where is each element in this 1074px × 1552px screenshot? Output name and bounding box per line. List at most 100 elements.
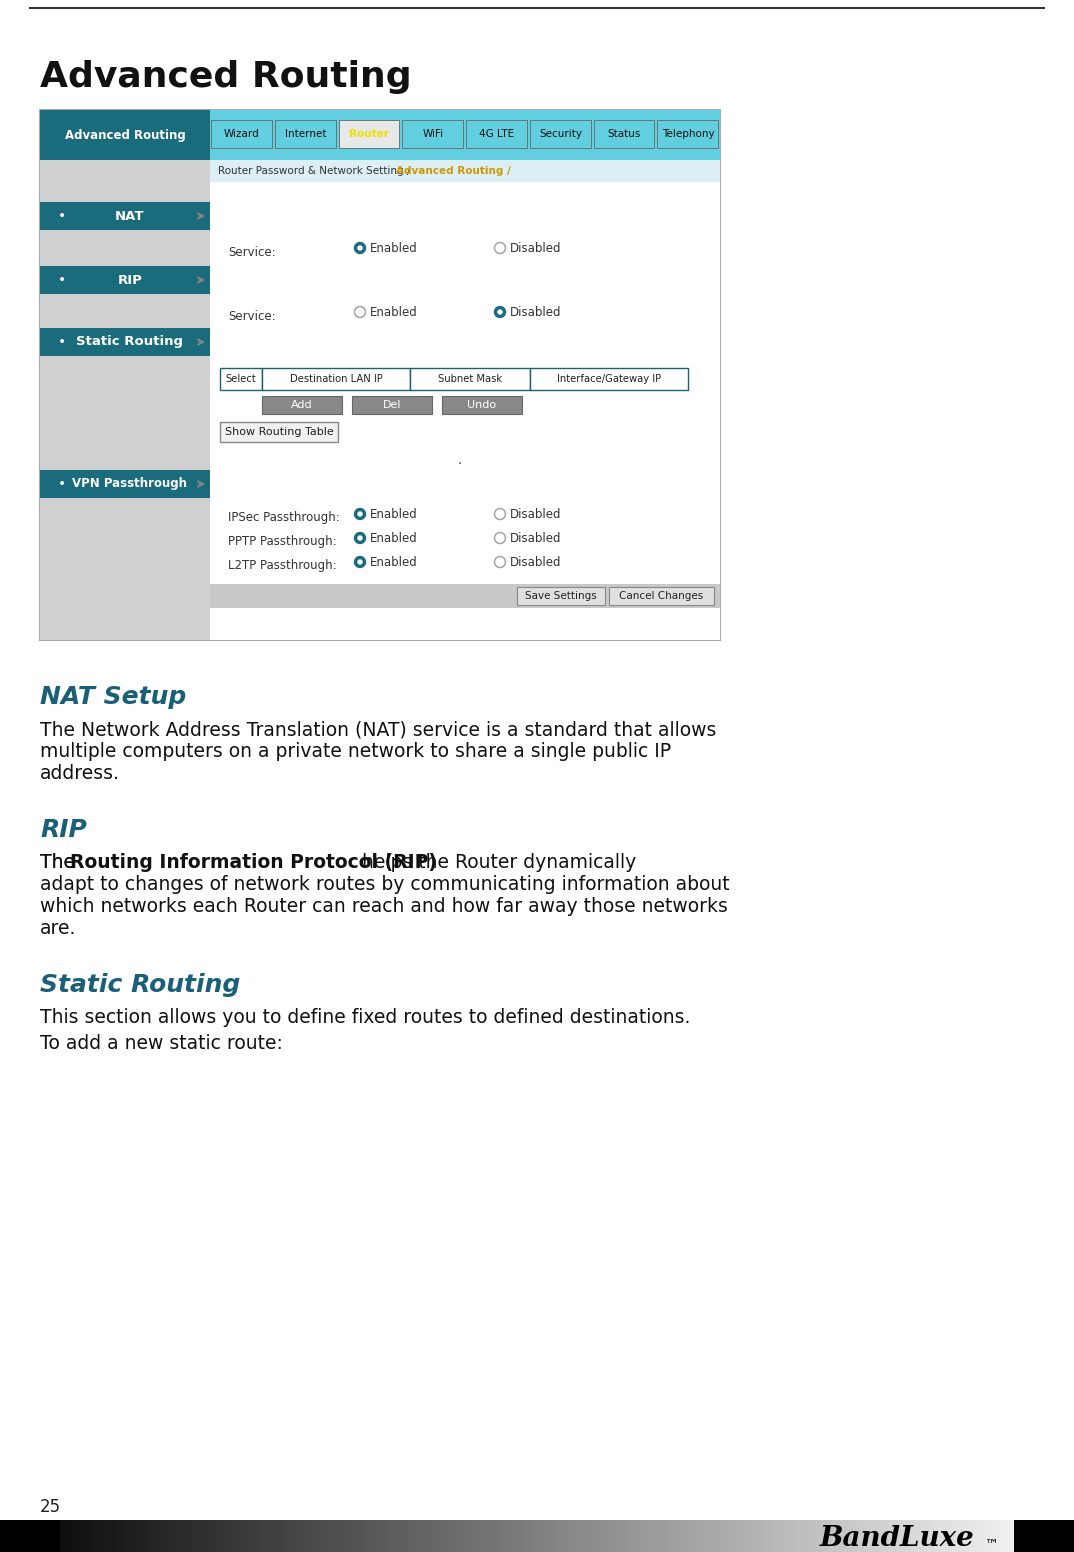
Bar [351, 1519, 355, 1552]
Bar [54, 1519, 58, 1552]
Bar [873, 1519, 879, 1552]
Bar [290, 1519, 294, 1552]
Bar [988, 1519, 992, 1552]
Bar [723, 1519, 728, 1552]
Bar [107, 1519, 112, 1552]
Bar [204, 1519, 208, 1552]
Bar [32, 1519, 37, 1552]
Bar [410, 368, 529, 390]
Bar [240, 1519, 245, 1552]
Bar [970, 1519, 975, 1552]
Text: The ​Routing Information Protocol (RIP): The ​Routing Information Protocol (RIP) [40, 854, 452, 872]
Circle shape [354, 242, 365, 253]
Bar [770, 1519, 774, 1552]
Text: Disabled: Disabled [510, 306, 562, 318]
Bar [934, 1519, 939, 1552]
Text: Subnet Mask: Subnet Mask [438, 374, 502, 383]
Bar [416, 1519, 420, 1552]
Circle shape [354, 509, 365, 520]
Bar [612, 1519, 616, 1552]
Bar [279, 1519, 284, 1552]
Bar [1045, 1519, 1050, 1552]
Text: This section allows you to define fixed routes to defined destinations.: This section allows you to define fixed … [40, 1007, 691, 1027]
Bar [605, 1519, 610, 1552]
Bar [362, 1519, 366, 1552]
Bar [211, 182, 720, 639]
Bar [712, 1519, 717, 1552]
Bar [945, 1519, 949, 1552]
Text: Cancel Changes: Cancel Changes [620, 591, 703, 601]
Bar [164, 1519, 170, 1552]
Bar [212, 1519, 216, 1552]
Bar [526, 1519, 531, 1552]
Bar [89, 1519, 95, 1552]
Bar [29, 1519, 33, 1552]
Bar [763, 1519, 767, 1552]
Text: Select: Select [226, 374, 257, 383]
Text: Undo: Undo [467, 400, 496, 410]
Bar [637, 1519, 642, 1552]
Bar [433, 1519, 438, 1552]
Bar [587, 1519, 592, 1552]
Bar [684, 1519, 688, 1552]
Bar [1053, 1519, 1057, 1552]
Bar [508, 1519, 513, 1552]
Bar [150, 1519, 155, 1552]
Bar [262, 396, 342, 414]
Bar [451, 1519, 455, 1552]
Bar [322, 1519, 326, 1552]
Bar [86, 1519, 90, 1552]
Bar [609, 1519, 613, 1552]
Text: Service:: Service: [228, 309, 276, 323]
Bar [268, 1519, 273, 1552]
Bar [408, 1519, 412, 1552]
Text: Advanced Routing: Advanced Routing [40, 61, 411, 95]
Bar [1063, 1519, 1068, 1552]
Bar [40, 1519, 44, 1552]
Bar [999, 1519, 1003, 1552]
Bar [247, 1519, 251, 1552]
Bar [888, 1519, 892, 1552]
Bar [448, 1519, 452, 1552]
Bar [609, 587, 714, 605]
Bar [220, 368, 262, 390]
Bar [437, 1519, 441, 1552]
Bar [193, 1519, 198, 1552]
Bar [956, 1519, 960, 1552]
Bar [626, 1519, 632, 1552]
Bar [330, 1519, 334, 1552]
Bar [720, 1519, 724, 1552]
Bar [0, 1519, 60, 1552]
Bar [529, 1519, 535, 1552]
Bar [787, 1519, 793, 1552]
Bar [744, 1519, 750, 1552]
Bar [540, 1519, 546, 1552]
Text: •: • [58, 273, 67, 287]
Bar [497, 1519, 503, 1552]
Bar [211, 584, 720, 608]
Bar [442, 396, 522, 414]
Bar [444, 1519, 449, 1552]
Bar [698, 1519, 702, 1552]
Bar [226, 1519, 230, 1552]
Bar [172, 1519, 176, 1552]
Bar [358, 1519, 363, 1552]
Text: Add: Add [291, 400, 313, 410]
Bar [115, 1519, 119, 1552]
Circle shape [358, 535, 362, 540]
Text: RIP: RIP [40, 818, 87, 843]
Bar [996, 1519, 1000, 1552]
Text: Advanced Routing: Advanced Routing [64, 129, 186, 141]
Bar [991, 1519, 997, 1552]
Bar [293, 1519, 299, 1552]
Bar [426, 1519, 431, 1552]
Bar [462, 1519, 466, 1552]
Bar [845, 1519, 850, 1552]
Bar [1020, 1519, 1025, 1552]
Bar [529, 120, 591, 147]
Bar [977, 1519, 982, 1552]
Bar [319, 1519, 323, 1552]
Bar [752, 1519, 756, 1552]
Text: L2TP Passthrough:: L2TP Passthrough: [228, 560, 336, 573]
Bar [558, 1519, 563, 1552]
